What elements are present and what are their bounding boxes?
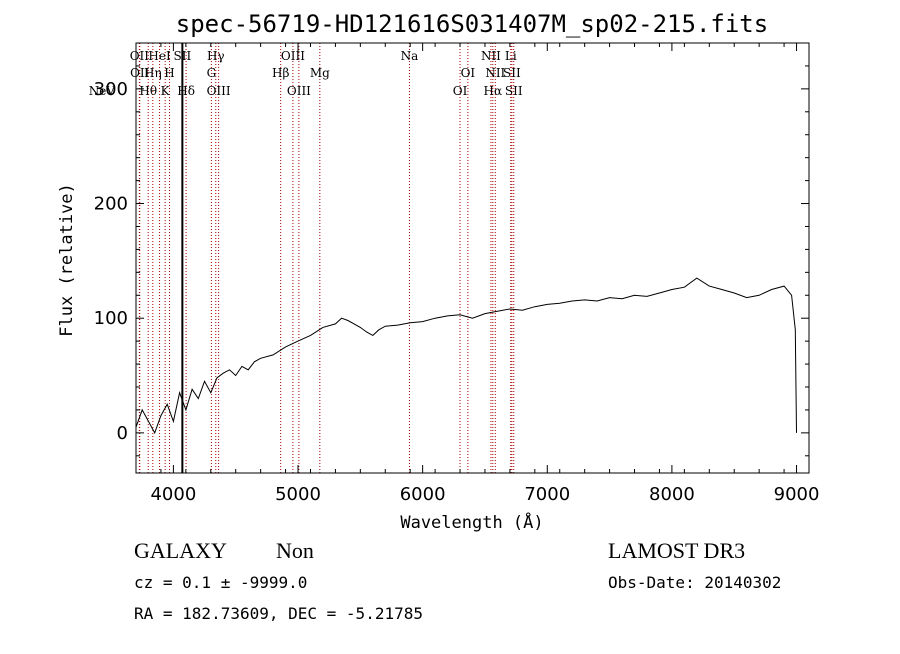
x-tick-label: 4000 xyxy=(150,484,196,505)
x-tick-label: 7000 xyxy=(524,484,570,505)
cz-value: cz = 0.1 ± -9999.0 xyxy=(134,573,307,592)
x-tick-label: 5000 xyxy=(275,484,321,505)
obs-date: Obs-Date: 20140302 xyxy=(608,573,781,592)
spectral-line-label: Hθ xyxy=(139,84,157,98)
spectral-line-label: Mg xyxy=(310,66,330,80)
y-axis: 0 100 200 300 xyxy=(94,42,809,457)
survey-name: LAMOST DR3 xyxy=(608,538,745,563)
y-axis-label: Flux (relative) xyxy=(57,183,77,337)
spectral-line-label: SII xyxy=(174,49,192,63)
spectral-line-label: Hδ xyxy=(177,84,195,98)
x-axis-label: Wavelength (Å) xyxy=(400,511,543,533)
object-subclass: Non xyxy=(276,538,314,563)
spectral-line-label: OI xyxy=(461,66,476,80)
spectral-line-label: NII xyxy=(485,66,505,80)
spectral-line-label: SII xyxy=(505,84,523,98)
spectral-line-label: Hβ xyxy=(272,66,289,80)
spectral-line-label: OIII xyxy=(207,84,231,98)
y-tick-label: 300 xyxy=(94,79,128,100)
object-class: GALAXY xyxy=(134,538,227,563)
spectral-line-label: H xyxy=(164,66,174,80)
chart-title: spec-56719-HD121616S031407M_sp02-215.fit… xyxy=(176,10,768,38)
spectrum-line xyxy=(136,277,797,435)
plot-frame xyxy=(135,42,810,474)
x-axis: 4000 5000 6000 7000 8000 9000 xyxy=(135,43,820,505)
y-tick-label: 0 xyxy=(117,423,128,444)
x-tick-label: 8000 xyxy=(649,484,695,505)
spectral-line-label: Na xyxy=(401,49,419,63)
plot-area xyxy=(136,43,797,473)
x-tick-label: 6000 xyxy=(400,484,446,505)
spectral-line-label: Hα xyxy=(484,84,503,98)
spectral-line-label: OIII xyxy=(287,84,311,98)
spectral-line-label: G xyxy=(207,66,217,80)
y-tick-label: 100 xyxy=(94,308,128,329)
spectral-line-label: OI xyxy=(453,84,468,98)
spectral-line-label: K xyxy=(161,84,171,98)
spectral-line-label: SII xyxy=(503,66,521,80)
spectral-line-label: OII xyxy=(130,49,150,63)
ra-dec-value: RA = 182.73609, DEC = -5.21785 xyxy=(134,604,423,623)
spectral-line-label: HeI xyxy=(148,49,171,63)
spectral-line-label: Hη xyxy=(144,66,162,80)
spectral-line-label: Hγ xyxy=(207,49,225,63)
spectral-line-label: Li xyxy=(505,49,517,63)
spectral-line-label: NeV xyxy=(89,84,116,98)
x-tick-label: 9000 xyxy=(774,484,820,505)
spectral-line-label: OII xyxy=(130,66,150,80)
spectral-line-label: NII xyxy=(481,49,501,63)
y-tick-label: 200 xyxy=(94,194,128,215)
spectral-line-label: OIII xyxy=(281,49,305,63)
